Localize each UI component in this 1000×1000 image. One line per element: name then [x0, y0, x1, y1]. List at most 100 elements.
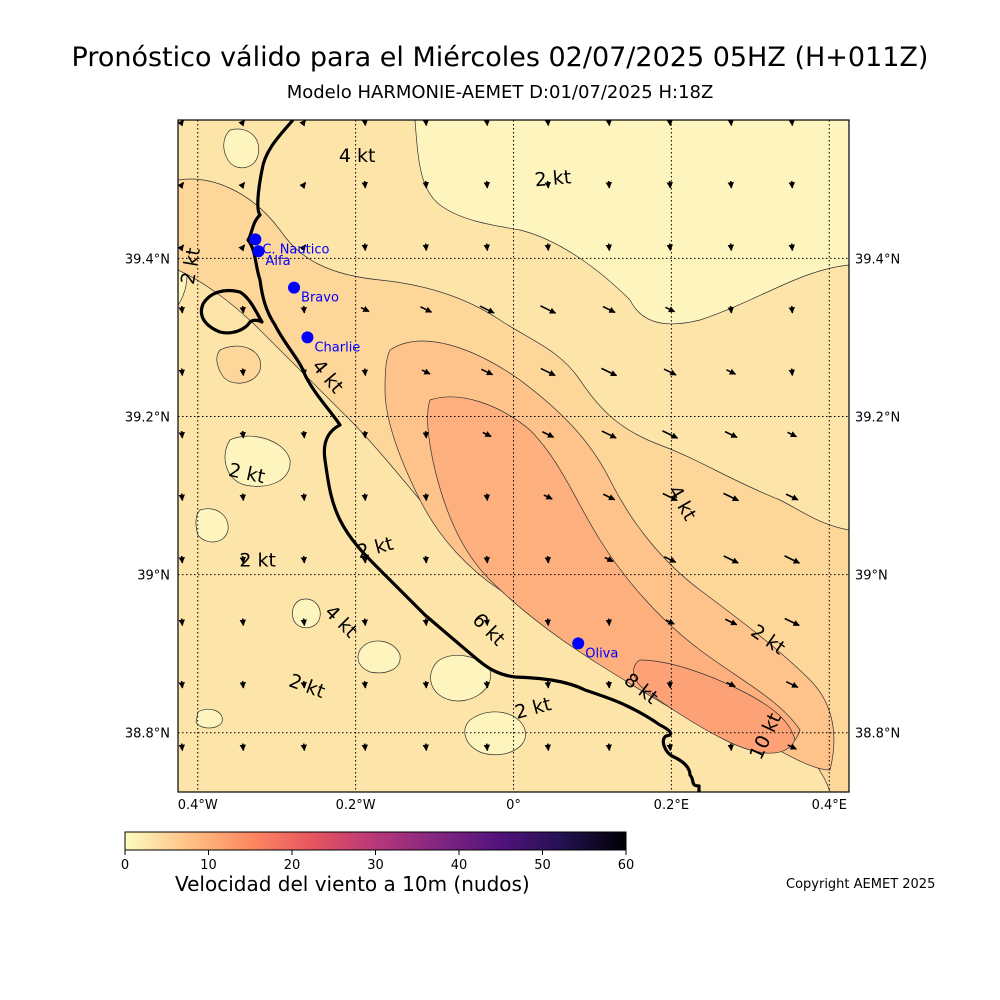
- colorbar-tick-label: 50: [534, 858, 551, 873]
- station-label: Alfa: [266, 254, 291, 269]
- station-label: Oliva: [585, 646, 618, 661]
- wind-arrow: [784, 617, 800, 627]
- wind-arrow: [605, 618, 612, 627]
- wind-arrow: [239, 430, 246, 439]
- lat-tick-label-right: 39°N: [855, 569, 888, 584]
- wind-arrow: [787, 743, 797, 750]
- colorbar: 0 10 20 30 40 50 60: [121, 831, 634, 873]
- wind-arrow: [178, 618, 185, 627]
- colorbar-gradient: [124, 831, 627, 851]
- wind-arrow: [178, 680, 185, 689]
- colorbar-tick-label: 10: [200, 858, 217, 873]
- wind-arrow: [483, 243, 490, 252]
- wind-arrow: [544, 618, 551, 627]
- wind-arrow: [723, 492, 740, 502]
- wind-arrow: [540, 305, 557, 314]
- station-marker[interactable]: [249, 233, 262, 246]
- wind-arrow: [422, 243, 429, 252]
- wind-arrow: [361, 243, 368, 252]
- wind-arrow: [421, 368, 431, 375]
- wind-arrow: [238, 244, 246, 252]
- wind-arrow: [605, 180, 612, 189]
- wind-arrow: [724, 430, 738, 439]
- copyright-text: Copyright AEMET 2025: [786, 877, 936, 892]
- wind-arrow: [483, 120, 490, 127]
- wind-arrow: [361, 120, 368, 127]
- wind-arrow: [601, 430, 617, 439]
- wind-arrow: [605, 743, 612, 752]
- colorbar-tick-label: 40: [451, 858, 468, 873]
- wind-arrow: [785, 493, 799, 501]
- wind-arrow: [178, 743, 185, 752]
- wind-arrow: [238, 182, 246, 190]
- wind-arrow: [483, 680, 490, 689]
- colorbar-ticks: 0 10 20 30 40 50 60: [121, 850, 634, 873]
- plot-frame: [177, 119, 850, 793]
- wind-arrow: [666, 120, 673, 127]
- wind-arrow: [788, 243, 795, 252]
- station-marker[interactable]: [301, 331, 314, 344]
- lat-tick-label-left: 39.2°N: [125, 410, 170, 425]
- wind-arrow: [300, 430, 307, 439]
- wind-arrow: [727, 305, 734, 314]
- contour-label: 2 kt: [239, 550, 276, 572]
- wind-arrow: [360, 306, 370, 313]
- wind-arrow: [300, 368, 307, 377]
- station-marker[interactable]: [288, 281, 301, 294]
- station-marker[interactable]: [572, 637, 585, 650]
- wind-arrow: [239, 618, 246, 627]
- lon-tick-label: 0°: [506, 798, 521, 813]
- contour-label: 4 kt: [339, 145, 376, 167]
- axis-ticks: 0.4°W 0.2°W 0° 0.2°E 0.4°E 39.4°N 39.4°N 39.2°N…: [125, 252, 900, 813]
- wind-arrow: [483, 618, 490, 627]
- wind-arrow: [300, 493, 307, 502]
- wind-arrow: [727, 743, 734, 752]
- lat-tick-label-left: 38.8°N: [125, 727, 170, 742]
- wind-arrow: [420, 306, 433, 313]
- wind-arrow: [361, 368, 368, 377]
- wind-arrow: [178, 182, 185, 190]
- wind-arrow: [483, 493, 490, 502]
- wind-band-10kt: [633, 659, 796, 754]
- wind-arrow: [483, 555, 490, 564]
- wind-arrow: [422, 618, 429, 627]
- graticule: [178, 120, 849, 792]
- wind-arrow: [299, 120, 307, 127]
- wind-arrow: [788, 120, 795, 127]
- wind-arrow: [239, 555, 246, 564]
- wind-arrow: [300, 618, 307, 627]
- wind-arrow: [300, 743, 307, 752]
- wind-arrow: [300, 305, 307, 314]
- wind-arrow: [422, 555, 429, 564]
- wind-arrow: [665, 306, 676, 313]
- wind-arrow: [602, 493, 616, 501]
- wind-arrow: [727, 120, 734, 127]
- lat-tick-label-left: 39°N: [137, 569, 170, 584]
- station-label: Bravo: [301, 291, 339, 306]
- wind-arrow: [544, 680, 551, 689]
- wind-arrow: [601, 367, 618, 377]
- wind-arrow: [727, 243, 734, 252]
- wind-arrow: [605, 120, 612, 127]
- wind-arrow: [299, 182, 307, 190]
- wind-arrow: [666, 180, 673, 189]
- station-label: Charlie: [314, 340, 360, 355]
- wind-arrow: [788, 368, 795, 377]
- wind-arrow: [662, 430, 679, 439]
- wind-arrow: [361, 555, 368, 564]
- colorbar-tick-label: 20: [284, 858, 301, 873]
- wind-arrow: [666, 243, 673, 252]
- lat-tick-label-left: 39.4°N: [125, 252, 170, 267]
- lat-tick-label-right: 38.8°N: [855, 727, 900, 742]
- wind-arrow: [361, 180, 368, 189]
- wind-arrow: [300, 555, 307, 564]
- chart-subtitle: Modelo HARMONIE-AEMET D:01/07/2025 H:18Z: [286, 82, 714, 103]
- wind-arrow: [479, 305, 495, 314]
- wind-arrow: [483, 743, 490, 752]
- wind-arrow: [787, 431, 798, 438]
- wind-arrow: [785, 680, 799, 689]
- wind-arrow: [663, 556, 677, 563]
- wind-arrow: [662, 492, 678, 502]
- station-marker[interactable]: [252, 245, 265, 258]
